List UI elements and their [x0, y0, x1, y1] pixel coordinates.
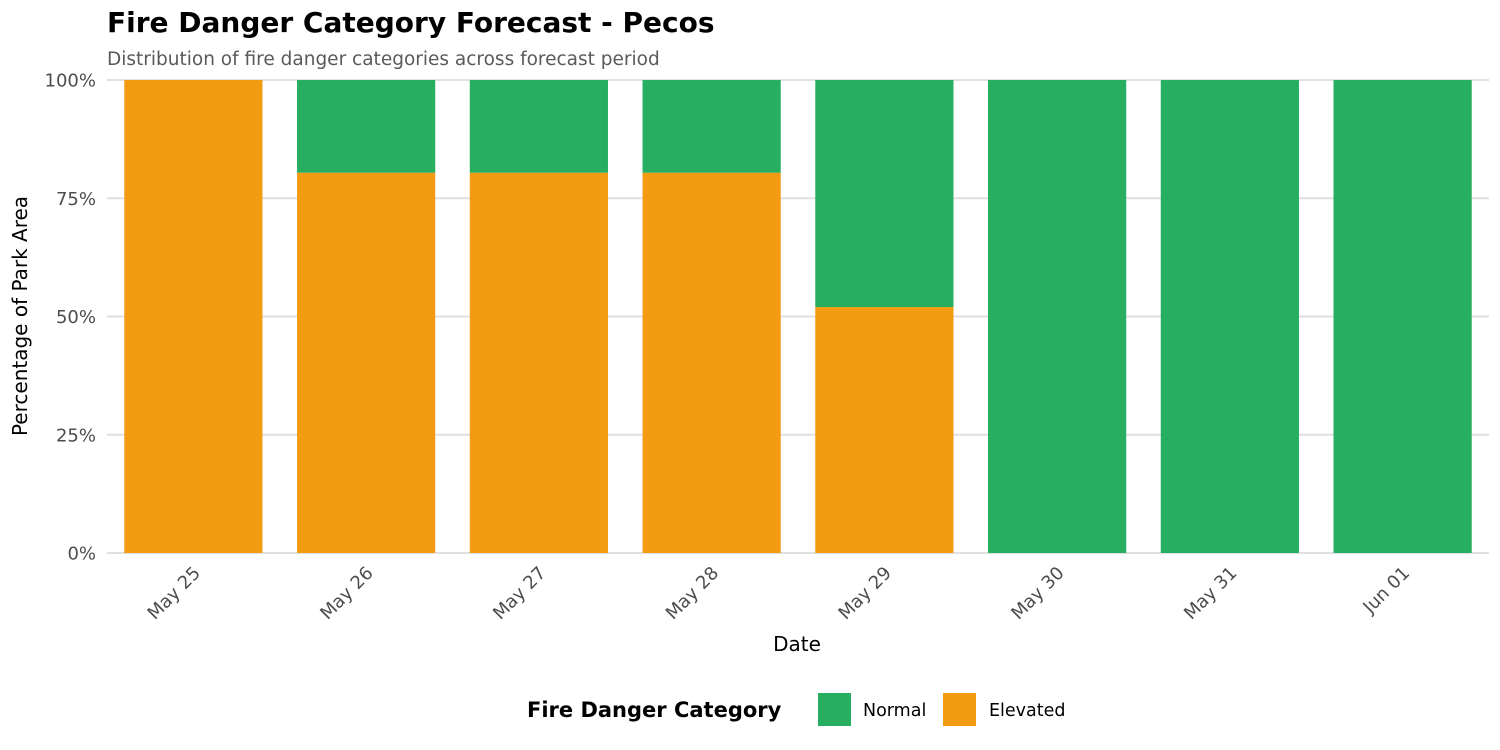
bar-normal-jun-01 — [1333, 80, 1472, 553]
chart-subtitle: Distribution of fire danger categories a… — [107, 49, 660, 70]
x-tick-label: May 29 — [835, 563, 896, 624]
y-tick-label: 100% — [45, 71, 96, 92]
x-tick-label: May 25 — [144, 563, 205, 624]
y-tick-label: 0% — [67, 544, 96, 565]
y-axis-title: Percentage of Park Area — [8, 196, 32, 436]
legend-title: Fire Danger Category — [527, 698, 782, 722]
bar-normal-may-26 — [297, 80, 436, 173]
x-tick-label: May 30 — [1007, 563, 1068, 624]
legend-swatch-elevated — [943, 693, 976, 726]
bar-normal-may-30 — [988, 80, 1127, 553]
legend: Fire Danger Category Normal Elevated — [527, 693, 1066, 726]
y-tick-label: 75% — [56, 189, 96, 210]
legend-swatch-normal — [818, 693, 851, 726]
bar-elevated-may-27 — [469, 172, 608, 553]
x-tick-label: May 28 — [662, 563, 723, 624]
bar-elevated-may-26 — [297, 172, 436, 553]
legend-label-elevated: Elevated — [989, 701, 1066, 721]
bars — [124, 80, 1472, 553]
x-tick-label: May 31 — [1180, 563, 1241, 624]
y-tick-label: 50% — [56, 307, 96, 328]
legend-label-normal: Normal — [863, 701, 926, 721]
bar-normal-may-29 — [815, 80, 954, 308]
bar-normal-may-28 — [642, 80, 781, 173]
y-tick-label: 25% — [56, 425, 96, 446]
x-axis-ticks: May 25 May 26 May 27 May 28 May 29 May 30 May … — [144, 563, 1415, 624]
x-tick-label: May 26 — [316, 563, 377, 624]
x-tick-label: Jun 01 — [1358, 563, 1414, 619]
bar-elevated-may-29 — [815, 307, 954, 553]
x-tick-label: May 27 — [489, 563, 550, 624]
bar-normal-may-31 — [1160, 80, 1299, 553]
bar-elevated-may-28 — [642, 172, 781, 553]
y-axis-ticks: 0% 25% 50% 75% 100% — [45, 71, 96, 565]
bar-elevated-may-25 — [124, 80, 263, 553]
x-axis-title: Date — [773, 632, 821, 656]
bar-normal-may-27 — [469, 80, 608, 173]
chart-title: Fire Danger Category Forecast - Pecos — [107, 6, 715, 39]
